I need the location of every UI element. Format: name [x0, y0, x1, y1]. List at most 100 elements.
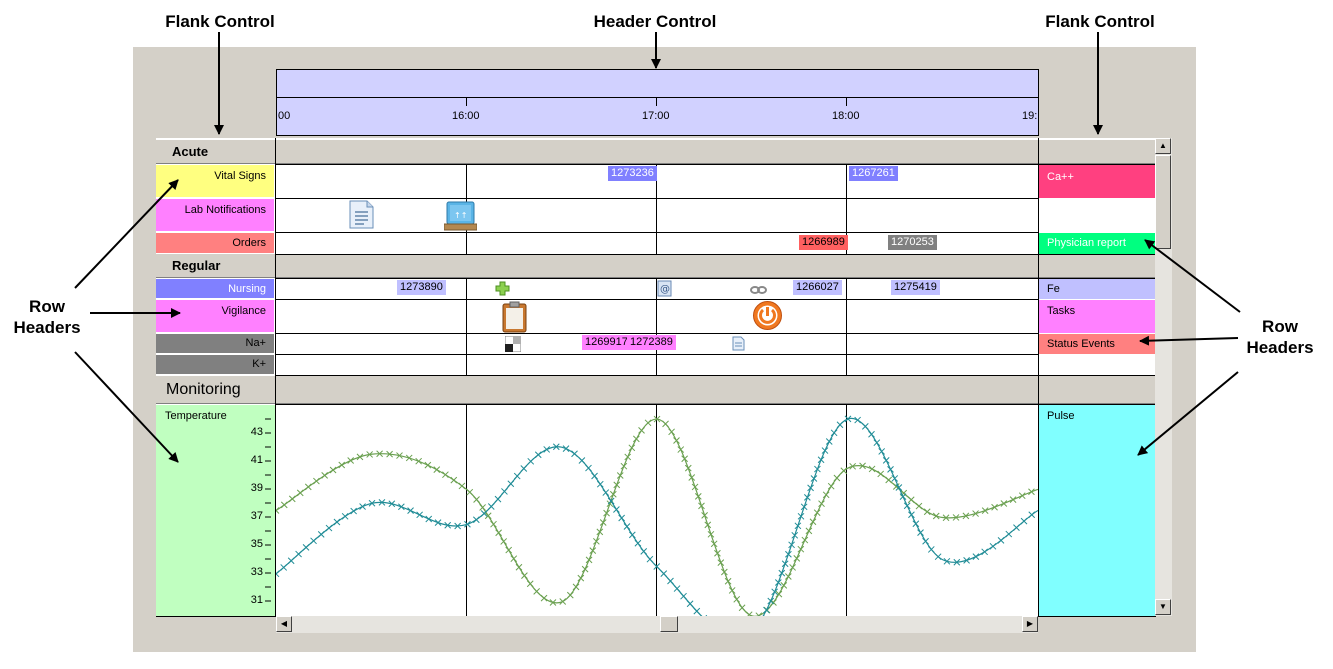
- series-marker: [632, 435, 640, 443]
- series-marker: [673, 437, 680, 444]
- series-marker: [803, 493, 811, 501]
- series-marker: [868, 430, 875, 438]
- monitoring-chart[interactable]: [276, 405, 1038, 616]
- series-marker: [868, 465, 876, 473]
- series-marker: [800, 503, 808, 511]
- link-icon[interactable]: [750, 282, 768, 300]
- series-marker: [720, 568, 728, 576]
- group-row-monitoring[interactable]: Monitoring: [156, 376, 1155, 404]
- group-row-acute[interactable]: Acute: [156, 140, 1155, 164]
- event-order-1266989[interactable]: 1266989: [799, 235, 848, 250]
- series-marker: [684, 464, 692, 472]
- flank-header-ca[interactable]: Ca++: [1039, 165, 1155, 198]
- series-marker: [1028, 488, 1035, 496]
- event-vital-1267261[interactable]: 1267261: [849, 166, 898, 181]
- horizontal-scrollbar[interactable]: ◀ ▶: [276, 616, 1038, 633]
- flank-header-fe[interactable]: Fe: [1039, 279, 1155, 299]
- row-header-k[interactable]: K+: [156, 355, 274, 375]
- series-marker: [513, 472, 521, 480]
- event-vital-1273236[interactable]: 1273236: [608, 166, 657, 181]
- series-marker: [943, 557, 951, 565]
- series-marker: [450, 476, 458, 484]
- series-marker: [784, 573, 792, 580]
- series-marker: [840, 467, 848, 475]
- series-marker: [310, 537, 317, 545]
- row-header-vigilance[interactable]: Vigilance: [156, 300, 274, 333]
- y-tick-31: 31: [250, 594, 263, 606]
- at-icon[interactable]: @: [657, 280, 672, 302]
- series-marker: [434, 519, 442, 526]
- power-icon[interactable]: [752, 300, 783, 336]
- row-header-lab-notifications[interactable]: Lab Notifications: [156, 199, 274, 232]
- vertical-scroll-thumb[interactable]: [1155, 155, 1171, 249]
- row-header-orders[interactable]: Orders: [156, 233, 274, 254]
- series-marker: [733, 595, 741, 603]
- document-icon[interactable]: [732, 336, 745, 356]
- series-marker: [934, 553, 942, 561]
- flank-header-pulse[interactable]: Pulse: [1039, 405, 1155, 616]
- horizontal-scroll-thumb[interactable]: [660, 616, 678, 632]
- series-marker: [479, 504, 486, 511]
- series-marker: [634, 539, 642, 547]
- series-marker: [464, 520, 471, 528]
- series-marker: [591, 472, 598, 480]
- series-marker: [644, 419, 652, 427]
- series-marker: [1020, 517, 1028, 525]
- series-marker: [466, 488, 474, 496]
- series-marker: [589, 547, 597, 554]
- series-marker: [882, 456, 890, 464]
- series-marker: [350, 507, 358, 515]
- checker-icon[interactable]: [504, 335, 522, 357]
- event-nursing-1266027[interactable]: 1266027: [793, 280, 842, 295]
- series-marker: [572, 583, 580, 591]
- series-marker: [854, 416, 861, 424]
- series-marker: [785, 550, 792, 558]
- document-icon[interactable]: [349, 200, 374, 234]
- scroll-up-arrow-icon[interactable]: ▲: [1155, 138, 1171, 154]
- event-nursing-1275419[interactable]: 1275419: [891, 280, 940, 295]
- series-marker: [585, 556, 593, 564]
- row-header-vital-signs[interactable]: Vital Signs: [156, 165, 274, 198]
- row-header-nursing[interactable]: Nursing: [156, 279, 274, 299]
- group-row-regular[interactable]: Regular: [156, 254, 1155, 278]
- vertical-scrollbar[interactable]: ▲ ▼: [1155, 138, 1172, 616]
- scroll-left-arrow-icon[interactable]: ◀: [276, 616, 292, 632]
- series-marker: [562, 445, 570, 452]
- series-marker: [480, 510, 488, 517]
- event-na-1272389[interactable]: 1272389: [627, 335, 676, 350]
- scroll-right-arrow-icon[interactable]: ▶: [1022, 616, 1038, 632]
- series-marker: [653, 563, 661, 570]
- time-header[interactable]: 00 16:00 17:00 18:00 19:: [276, 97, 1039, 136]
- series-marker: [495, 529, 502, 537]
- series-marker: [396, 452, 403, 459]
- callout-row-headers-left: Row Headers: [13, 297, 81, 337]
- tick-label-16: 16:00: [452, 110, 480, 122]
- series-marker: [962, 512, 970, 520]
- row-header-na[interactable]: Na+: [156, 334, 274, 354]
- clipboard-icon[interactable]: [502, 301, 527, 338]
- series-marker: [618, 514, 626, 522]
- plus-icon[interactable]: [495, 281, 510, 301]
- series-marker: [878, 448, 886, 455]
- series-marker: [668, 428, 675, 436]
- event-na-1269917[interactable]: 1269917: [582, 335, 631, 350]
- flank-header-tasks[interactable]: Tasks: [1039, 300, 1155, 333]
- flank-header-physician-report[interactable]: Physician report: [1039, 233, 1155, 254]
- row-header-temperature[interactable]: Temperature 43 41 39 37 35 33 31: [156, 405, 275, 616]
- tick-label-end: 19:: [1022, 110, 1038, 122]
- series-marker: [347, 457, 355, 464]
- scroll-down-arrow-icon[interactable]: ▼: [1155, 599, 1171, 615]
- series-marker: [859, 462, 866, 470]
- monitor-icon[interactable]: ↑↑: [443, 201, 478, 236]
- flank-header-status-events[interactable]: Status Events: [1039, 334, 1155, 354]
- series-marker: [526, 580, 534, 588]
- event-nursing-1273890[interactable]: 1273890: [397, 280, 446, 295]
- series-marker: [276, 570, 280, 578]
- series-marker: [822, 491, 830, 499]
- event-order-1270253[interactable]: 1270253: [888, 235, 937, 250]
- series-marker: [953, 558, 961, 566]
- series-marker: [771, 588, 779, 596]
- series-marker: [810, 475, 818, 482]
- series-marker: [510, 555, 518, 563]
- series-marker: [304, 483, 312, 491]
